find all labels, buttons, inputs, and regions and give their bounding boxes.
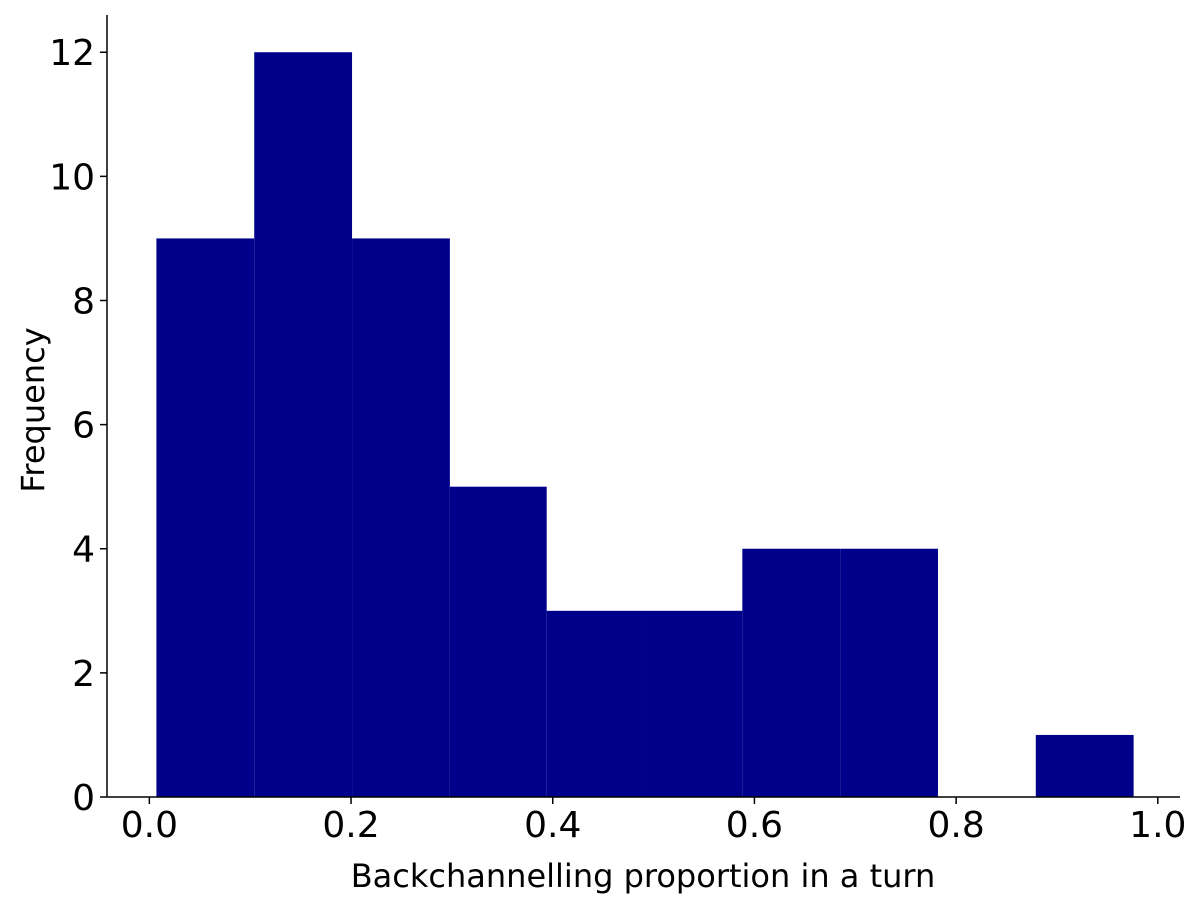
bar	[742, 548, 841, 797]
bar	[156, 238, 255, 797]
x-tick-label: 1.0	[1129, 805, 1186, 846]
y-tick-label: 4	[72, 530, 95, 571]
y-axis-label: Frequency	[14, 327, 52, 492]
bar	[840, 548, 938, 797]
x-tick-label: 0.0	[121, 805, 178, 846]
y-tick-label: 6	[72, 406, 95, 447]
x-tick-label: 0.4	[524, 805, 581, 846]
bar	[1035, 734, 1134, 797]
bar	[546, 610, 645, 797]
bar	[254, 52, 353, 797]
x-tick-label: 0.6	[726, 805, 783, 846]
x-axis-label: Backchannelling proportion in a turn	[351, 857, 936, 895]
y-tick-label: 0	[72, 778, 95, 819]
bar	[644, 610, 743, 797]
bar	[449, 486, 547, 797]
y-tick-label: 2	[72, 654, 95, 695]
y-tick-label: 10	[49, 157, 95, 198]
x-tick-label: 0.2	[322, 805, 379, 846]
y-tick-label: 12	[49, 33, 95, 74]
x-tick-label: 0.8	[927, 805, 984, 846]
y-tick-label: 8	[72, 281, 95, 322]
bar	[352, 238, 450, 797]
